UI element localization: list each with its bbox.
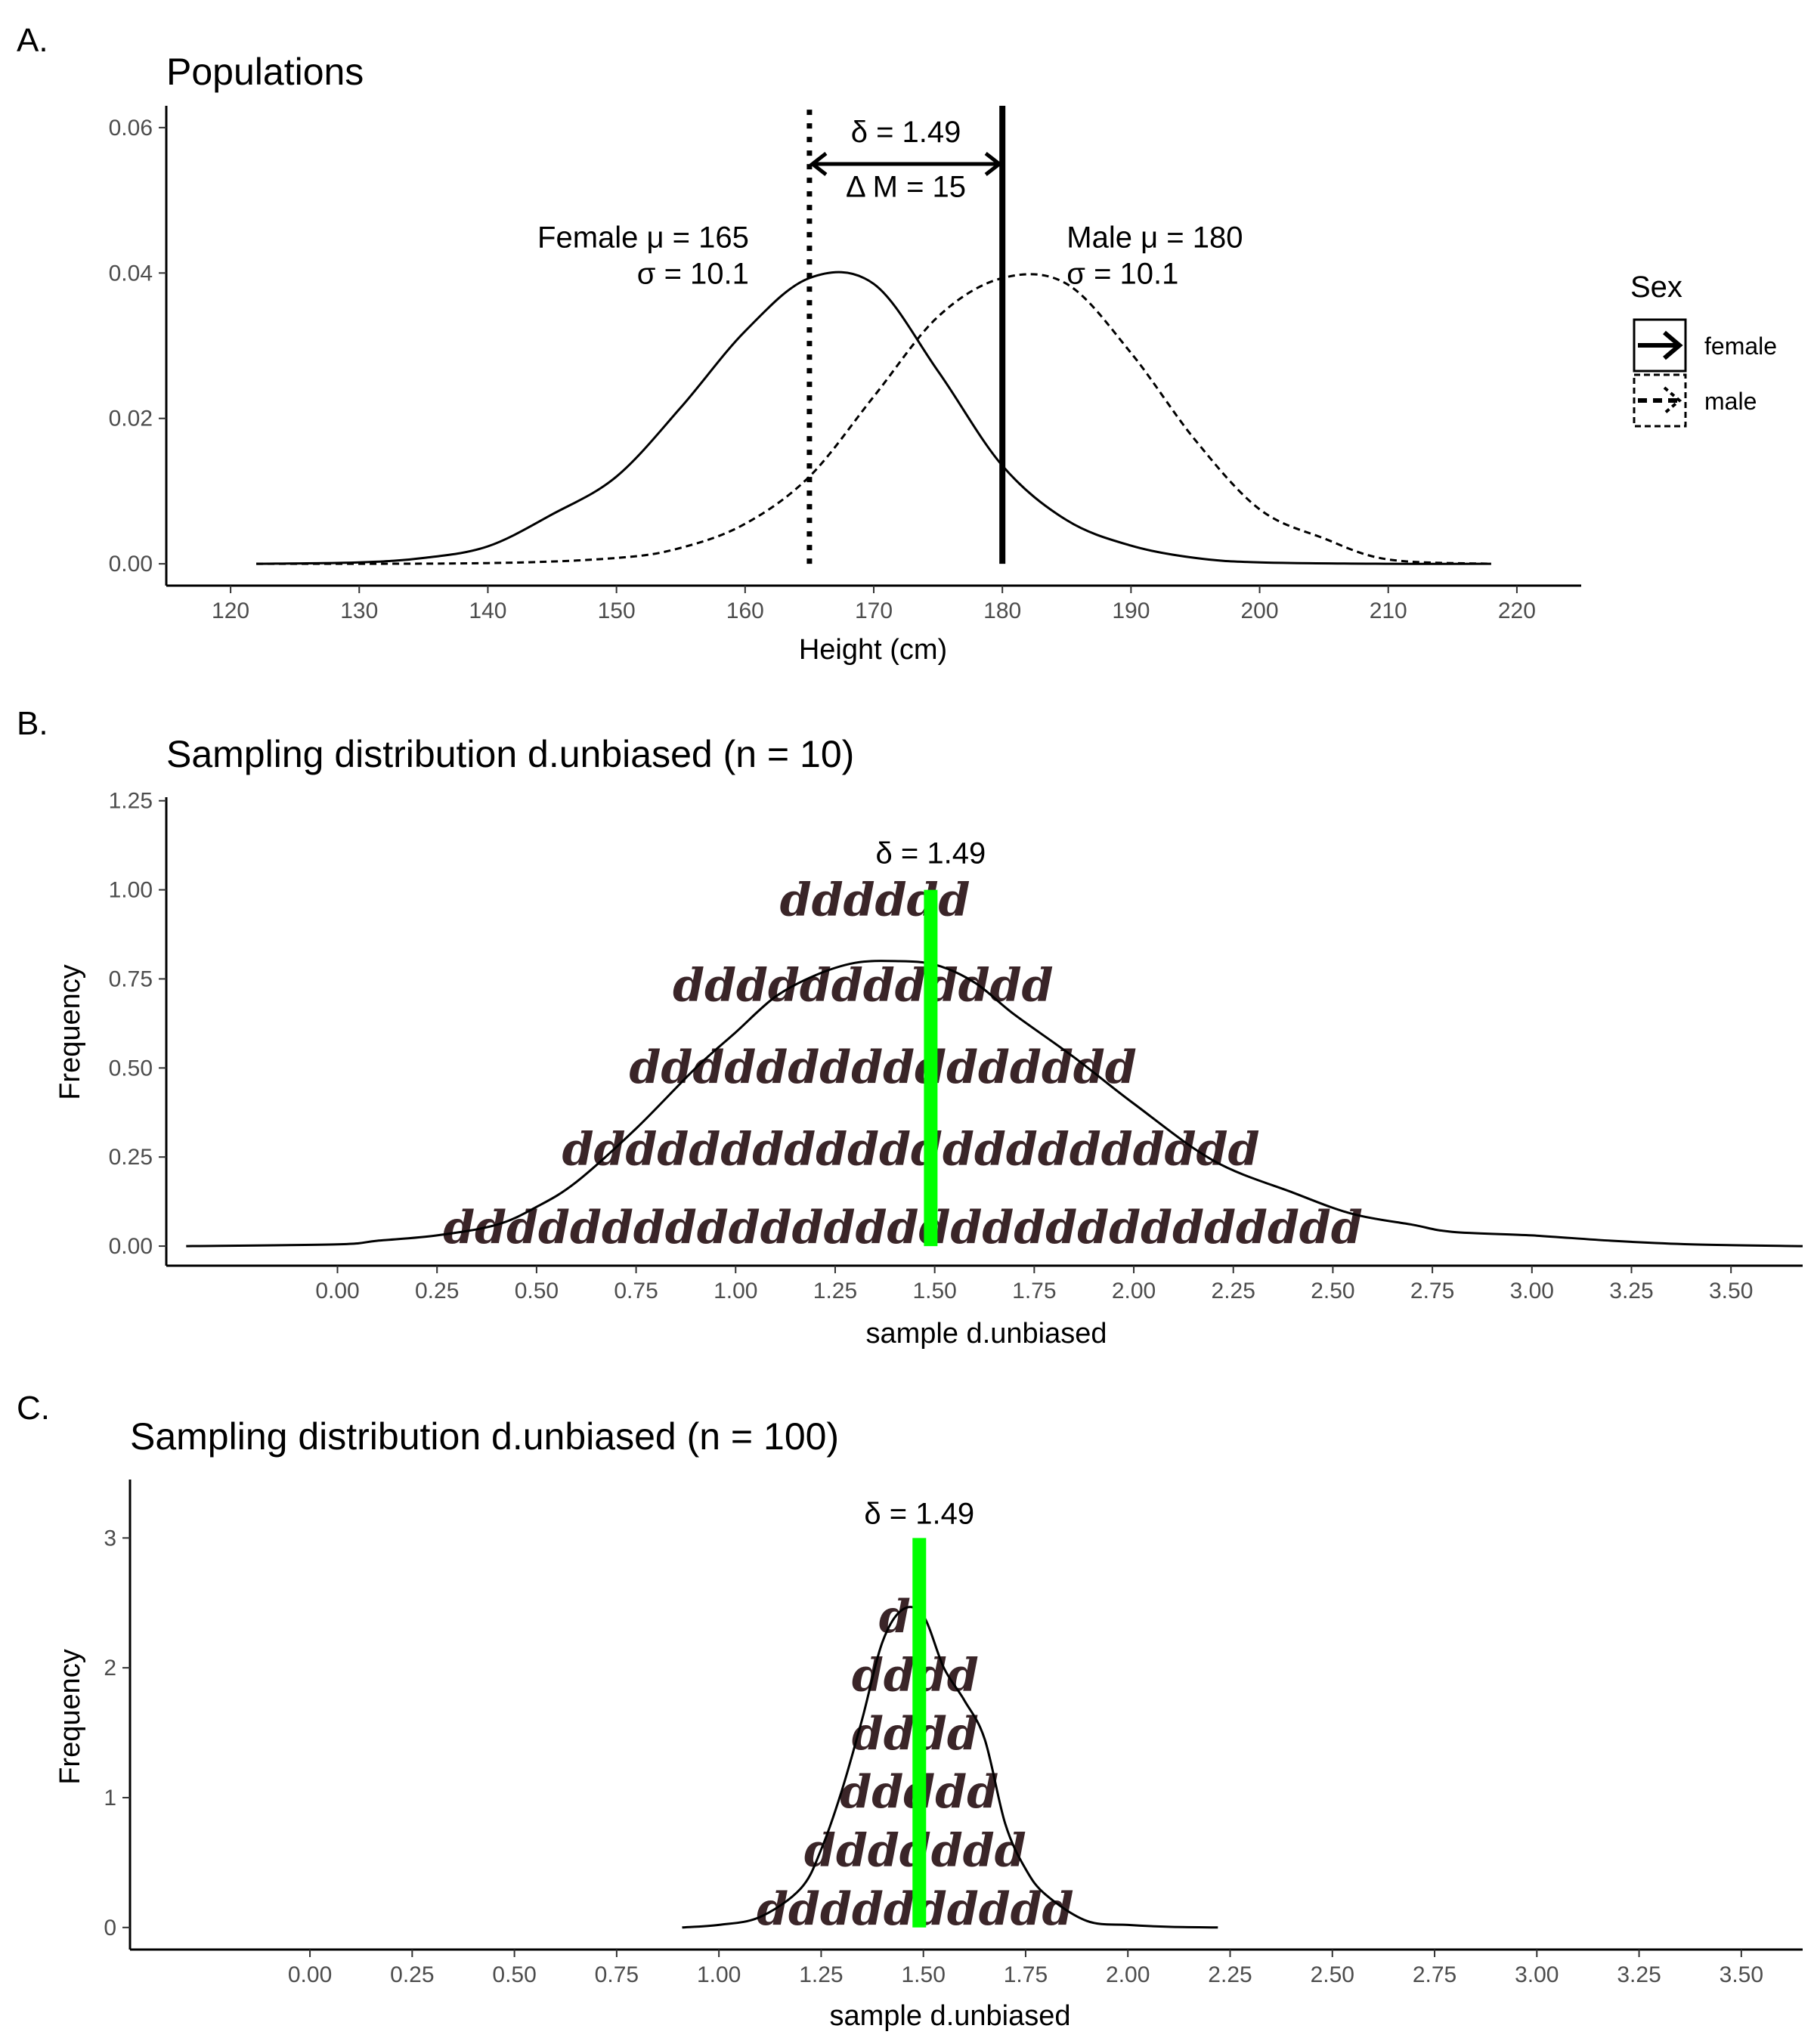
panel-b-letter: B. (17, 705, 48, 742)
populations-annotation-2: Female μ = 165 (537, 221, 749, 255)
sampling-n10-y-tick-label: 1.25 (109, 789, 153, 814)
legend-key-female (1633, 318, 1687, 373)
sampling-n10-x-tick-label: 1.25 (813, 1279, 857, 1303)
sampling-n10-x-tick-label: 2.50 (1311, 1279, 1354, 1303)
populations-y-tick-label: 0.02 (109, 407, 153, 431)
sampling-n100-y-tick-label: 3 (104, 1526, 116, 1551)
populations-y-tick-label: 0.00 (109, 552, 153, 577)
sampling-n100-delta-label: δ = 1.49 (864, 1497, 974, 1530)
sampling-n100-y-tick-label: 1 (104, 1786, 116, 1811)
sampling-n100-density-curve (682, 1606, 1218, 1929)
populations-chart: Populations Height (cm) Sex female male … (109, 51, 1777, 666)
sampling-n10-d-marks-row: dddddddddddddddddddddd (562, 1123, 1260, 1176)
sampling-n10-y-tick-label: 0.50 (109, 1056, 153, 1081)
sampling-n10-chart: Sampling distribution d.unbiased (n = 10… (54, 733, 1803, 1350)
populations-annotation-3: σ = 10.1 (637, 258, 749, 291)
populations-x-tick-label: 150 (598, 598, 636, 623)
populations-title: Populations (166, 51, 364, 93)
sampling-n100-x-tick-label: 2.75 (1413, 1962, 1456, 1987)
populations-y-tick-label: 0.04 (109, 261, 153, 286)
populations-x-tick-label: 120 (212, 598, 249, 623)
sampling-n10-y-tick-label: 0.00 (109, 1234, 153, 1259)
sampling-n100-x-tick-label: 1.50 (901, 1962, 945, 1987)
sampling-n10-x-tick-label: 0.75 (614, 1279, 658, 1303)
panel-a-letter: A. (17, 22, 48, 59)
sampling-n100-x-tick-label: 0.25 (390, 1962, 434, 1987)
sampling-n100-x-axis-label: sample d.unbiased (830, 2000, 1071, 2032)
sampling-n100-y-tick-label: 2 (104, 1656, 116, 1681)
sampling-n10-x-tick-label: 2.00 (1112, 1279, 1156, 1303)
sampling-n100-y-axis-label: Frequency (54, 1649, 86, 1785)
populations-x-tick-label: 190 (1112, 598, 1150, 623)
legend-key-male (1633, 373, 1687, 428)
sampling-n10-d-marks-row: dddddddddddddddd (630, 1041, 1137, 1094)
sex-legend: Sex female male (1630, 271, 1777, 428)
sampling-n10-y-tick-label: 0.25 (109, 1145, 153, 1170)
legend-label-female: female (1704, 332, 1777, 360)
sampling-n100-x-tick-label: 1.75 (1004, 1962, 1048, 1987)
sampling-n10-y-tick-label: 1.00 (109, 878, 153, 903)
populations-x-axis-label: Height (cm) (799, 634, 947, 666)
sampling-n100-x-tick-label: 2.50 (1311, 1962, 1354, 1987)
populations-y-tick-label: 0.06 (109, 116, 153, 141)
sampling-n100-x-tick-label: 1.25 (799, 1962, 843, 1987)
sampling-n100-x-tick-label: 0.50 (492, 1962, 536, 1987)
sampling-n10-x-tick-label: 1.50 (912, 1279, 956, 1303)
sampling-n10-y-tick-label: 0.75 (109, 966, 153, 991)
sampling-n10-title: Sampling distribution d.unbiased (n = 10… (166, 733, 854, 775)
populations-x-tick-label: 200 (1241, 598, 1279, 623)
arrow-head-left (809, 151, 828, 176)
sampling-n10-delta-label: δ = 1.49 (876, 836, 986, 870)
sampling-n100-title: Sampling distribution d.unbiased (n = 10… (130, 1415, 839, 1458)
populations-x-tick-label: 220 (1498, 598, 1536, 623)
populations-x-tick-label: 140 (469, 598, 506, 623)
sampling-n10-x-tick-label: 2.25 (1212, 1279, 1255, 1303)
populations-x-tick-label: 210 (1370, 598, 1407, 623)
sampling-n10-d-marks-row: ddddddddddddddddddddddddddddd (443, 1201, 1363, 1254)
sampling-n10-d-marks-row: dddddddddddd (673, 959, 1053, 1012)
sampling-n10-x-tick-label: 1.75 (1012, 1279, 1056, 1303)
arrow-head-right (984, 151, 1003, 176)
populations-x-tick-label: 170 (855, 598, 893, 623)
sampling-n10-x-tick-label: 3.00 (1510, 1279, 1554, 1303)
sampling-n10-x-tick-label: 1.00 (714, 1279, 757, 1303)
legend-female-arrow-head (1663, 330, 1683, 360)
sampling-n10-x-tick-label: 2.75 (1410, 1279, 1454, 1303)
sampling-n10-d-marks-row: dddddd (780, 874, 970, 926)
sampling-n10-x-tick-label: 0.00 (315, 1279, 359, 1303)
populations-x-tick-label: 180 (983, 598, 1021, 623)
sampling-n100-x-tick-label: 2.00 (1106, 1962, 1150, 1987)
sampling-n100-x-tick-label: 3.25 (1617, 1962, 1661, 1987)
sampling-n100-chart: Sampling distribution d.unbiased (n = 10… (54, 1415, 1803, 2032)
legend-label-male: male (1704, 388, 1757, 415)
populations-annotation-5: σ = 10.1 (1066, 258, 1178, 291)
populations-x-tick-label: 130 (340, 598, 378, 623)
sampling-n100-x-tick-label: 0.75 (595, 1962, 639, 1987)
sampling-n10-x-tick-label: 0.25 (415, 1279, 459, 1303)
sampling-n100-y-tick-label: 0 (104, 1916, 116, 1940)
sampling-n10-x-tick-label: 3.50 (1709, 1279, 1753, 1303)
sampling-n100-x-tick-label: 0.00 (288, 1962, 332, 1987)
sampling-n100-x-tick-label: 3.00 (1515, 1962, 1559, 1987)
populations-annotation-4: Male μ = 180 (1066, 221, 1243, 255)
female-density-curve (256, 271, 1491, 565)
sampling-n10-y-axis-label: Frequency (54, 964, 86, 1100)
panel-c-letter: C. (17, 1390, 50, 1427)
sampling-n100-x-tick-label: 3.50 (1720, 1962, 1763, 1987)
sampling-n10-x-axis-label: sample d.unbiased (866, 1318, 1107, 1350)
populations-x-tick-label: 160 (726, 598, 764, 623)
sampling-n10-x-tick-label: 0.50 (515, 1279, 559, 1303)
sampling-n10-x-tick-label: 3.25 (1609, 1279, 1653, 1303)
populations-annotation-0: δ = 1.49 (851, 116, 961, 149)
male-density-curve (256, 273, 1491, 565)
legend-male-arrow-head (1663, 386, 1682, 415)
populations-annotation-1: Δ M = 15 (846, 170, 966, 203)
sampling-n100-x-tick-label: 1.00 (697, 1962, 741, 1987)
sampling-n100-x-tick-label: 2.25 (1208, 1962, 1252, 1987)
legend-title: Sex (1630, 271, 1682, 304)
